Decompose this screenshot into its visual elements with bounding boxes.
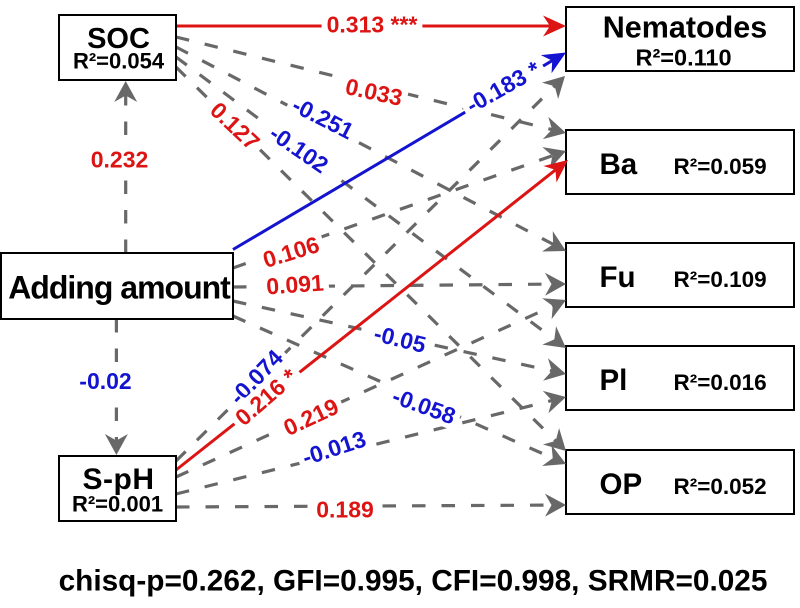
svg-text:Fu: Fu bbox=[600, 261, 636, 294]
svg-text:0.091: 0.091 bbox=[265, 270, 324, 300]
svg-text:0.313 ***: 0.313 *** bbox=[327, 12, 418, 38]
svg-text:Adding amount: Adding amount bbox=[8, 270, 231, 306]
svg-text:R²=0.059: R²=0.059 bbox=[674, 154, 767, 179]
svg-text:R²=0.016: R²=0.016 bbox=[674, 370, 767, 395]
svg-text:R²=0.001: R²=0.001 bbox=[72, 492, 163, 517]
svg-text:R²=0.109: R²=0.109 bbox=[674, 267, 767, 292]
svg-text:R²=0.052: R²=0.052 bbox=[674, 474, 767, 499]
svg-text:S-pH: S-pH bbox=[83, 463, 155, 496]
svg-text:Pl: Pl bbox=[600, 364, 628, 397]
svg-text:R²=0.054: R²=0.054 bbox=[73, 49, 165, 74]
svg-text:OP: OP bbox=[600, 468, 643, 501]
svg-text:0.189: 0.189 bbox=[316, 497, 374, 523]
svg-text:chisq-p=0.262, GFI=0.995, CFI=: chisq-p=0.262, GFI=0.995, CFI=0.998, SRM… bbox=[59, 565, 768, 598]
svg-text:SOC: SOC bbox=[87, 23, 150, 55]
svg-text:Nematodes: Nematodes bbox=[603, 11, 767, 45]
svg-text:0.232: 0.232 bbox=[91, 147, 149, 173]
svg-text:-0.02: -0.02 bbox=[79, 368, 131, 394]
svg-text:Ba: Ba bbox=[600, 148, 638, 181]
svg-text:R²=0.110: R²=0.110 bbox=[635, 45, 731, 71]
